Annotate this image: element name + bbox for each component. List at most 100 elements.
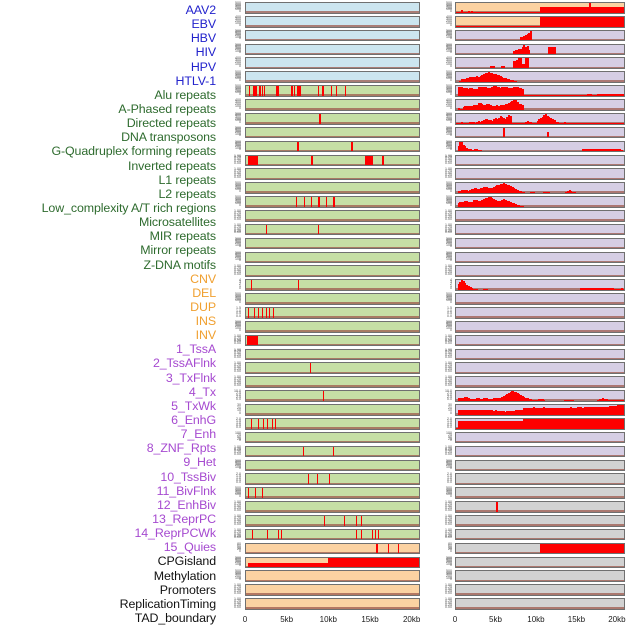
track-left-inverted-repeats: [245, 154, 420, 167]
histogram-bin: [491, 105, 494, 110]
y-tick-label: 1.00: [445, 361, 452, 366]
track-label-mir-repeats: MIR repeats: [149, 229, 216, 244]
histogram-bin: [466, 147, 469, 152]
histogram-bin: [508, 11, 511, 13]
histogram-bin: [492, 106, 496, 110]
histogram-bin: [553, 7, 556, 13]
track-label-1-tssa: 1_TssA: [175, 342, 216, 357]
histogram-bin: [461, 142, 464, 152]
histogram-bin: [504, 119, 507, 124]
y-tick-label: 1.00: [445, 597, 452, 602]
histogram-bin: [462, 189, 465, 193]
y-axis-ticks: 2.0 1.5 1.0 0.5 0.0: [428, 473, 452, 485]
y-tick-label: 0.5: [447, 478, 452, 482]
histogram-bin: [464, 78, 467, 82]
histogram-bin: [486, 87, 489, 96]
y-tick-label: 75: [448, 432, 452, 437]
track-mark: [376, 543, 378, 554]
y-tick-label: 0.75: [234, 224, 241, 229]
y-tick-label: 1.00: [445, 333, 452, 338]
y-tick-label: 10: [237, 408, 241, 413]
y-tick-label: 100: [446, 103, 452, 108]
y-tick-label: 0: [239, 8, 241, 13]
y-tick-label: 1.00: [234, 361, 241, 366]
histogram-bin: [568, 94, 571, 96]
y-tick-label: 0.25: [234, 353, 241, 358]
track-mark: [375, 529, 377, 540]
y-tick-label: 0.00: [234, 272, 241, 276]
y-tick-label: 7.5: [236, 391, 241, 395]
y-tick-label: 0: [450, 105, 452, 110]
y-tick-label: 500: [446, 486, 452, 491]
histogram-bin: [529, 11, 532, 13]
histogram-bin: [550, 95, 553, 96]
y-axis-ticks: 1.00 0.75 0.50 0.25 0.00: [217, 515, 241, 527]
y-tick-label: 400: [235, 487, 241, 492]
track-label-3-txflnk: 3_TxFlnk: [165, 370, 216, 385]
y-tick-label: 400: [446, 85, 452, 90]
y-axis-ticks: 500 400 300 200 100 0: [217, 126, 241, 139]
y-tick-label: 500: [446, 139, 452, 144]
track-baseline: [456, 524, 624, 526]
track-mark: [250, 418, 252, 429]
histogram-bin: [469, 149, 472, 152]
y-tick-label: 0.75: [445, 529, 452, 534]
y-tick-label: 0.25: [445, 519, 452, 524]
y-tick-label: 0.50: [445, 448, 452, 453]
y-tick-label: 0: [450, 244, 452, 249]
y-tick-label: 0: [239, 244, 241, 249]
track-right-mirror-repeats: [455, 237, 625, 250]
track-baseline: [246, 205, 419, 207]
histogram-bin: [457, 87, 460, 96]
histogram-bin: [580, 16, 583, 27]
y-axis-ticks: 400 300 200 100 0: [428, 57, 452, 69]
track-baseline: [246, 135, 419, 138]
histogram-bin: [474, 77, 477, 82]
y-tick-label: 0.0: [236, 424, 241, 429]
y-tick-label: 0.25: [234, 603, 241, 607]
y-tick-label: 0: [239, 105, 241, 110]
histogram-bin: [590, 16, 593, 27]
y-tick-label: 500: [446, 458, 452, 463]
histogram-bin: [555, 7, 558, 13]
y-tick-label: 400: [235, 113, 241, 118]
y-tick-label: 20: [448, 547, 452, 552]
histogram-bin: [566, 94, 569, 96]
y-tick-label: 300: [235, 115, 241, 119]
histogram-bin: [585, 149, 588, 152]
histogram-bin: [555, 121, 558, 124]
y-tick-label: 0: [239, 22, 241, 27]
y-tick-label: 100: [446, 575, 452, 580]
y-tick-label: 300: [446, 115, 452, 119]
track-baseline: [456, 330, 624, 332]
track-mark: [259, 86, 261, 96]
track-mark: [317, 86, 319, 96]
y-axis-ticks: 500 400 300 200 100 0: [217, 71, 241, 83]
track-baseline: [456, 440, 624, 443]
histogram-bin: [518, 87, 521, 96]
y-axis-ticks: 500 400 300 200 100 0: [428, 320, 452, 333]
track-mark: [257, 418, 259, 429]
y-tick-label: 100: [235, 90, 241, 95]
y-tick-label: 0.75: [445, 211, 452, 215]
track-label-dup: DUP: [190, 299, 216, 314]
histogram-bin: [600, 16, 603, 27]
histogram-bin: [518, 58, 521, 69]
track-mark: [324, 515, 326, 526]
y-tick-label: 300: [446, 100, 452, 104]
histogram-bin: [526, 95, 529, 96]
histogram-bin: [518, 49, 521, 55]
histogram-bin: [566, 7, 569, 13]
y-tick-label: 30: [448, 403, 452, 407]
track-baseline: [246, 66, 419, 69]
histogram-bin: [462, 11, 465, 13]
histogram-bin: [576, 7, 580, 13]
track-mark: [311, 155, 314, 166]
histogram-bin: [513, 61, 516, 69]
track-mark: [267, 418, 269, 429]
histogram-bin: [496, 74, 499, 82]
y-tick-label: 0.50: [234, 518, 241, 522]
y-axis-ticks: 1.00 0.75 0.50 0.25 0.00: [428, 445, 452, 458]
track-mark: [278, 529, 280, 540]
y-tick-label: 300: [446, 73, 452, 78]
